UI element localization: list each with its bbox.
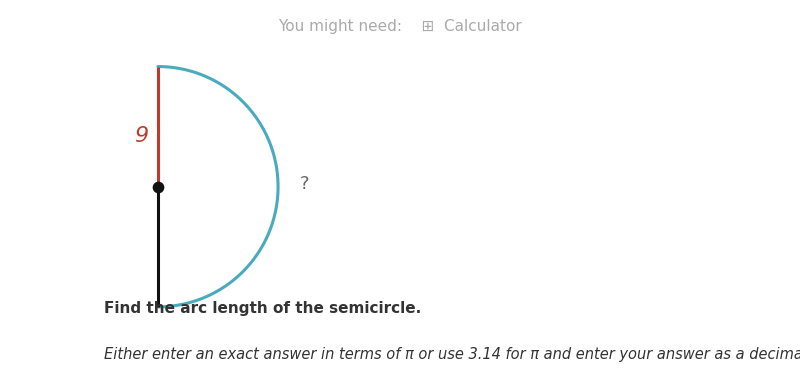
Text: 9: 9 — [134, 126, 148, 146]
Text: Find the arc length of the semicircle.: Find the arc length of the semicircle. — [104, 301, 422, 316]
Text: You might need:    ⊞  Calculator: You might need: ⊞ Calculator — [278, 19, 522, 34]
Point — [151, 184, 164, 190]
Text: Either enter an exact answer in terms of π or use 3.14 for π and enter your answ: Either enter an exact answer in terms of… — [104, 347, 800, 362]
Text: ?: ? — [300, 175, 310, 193]
